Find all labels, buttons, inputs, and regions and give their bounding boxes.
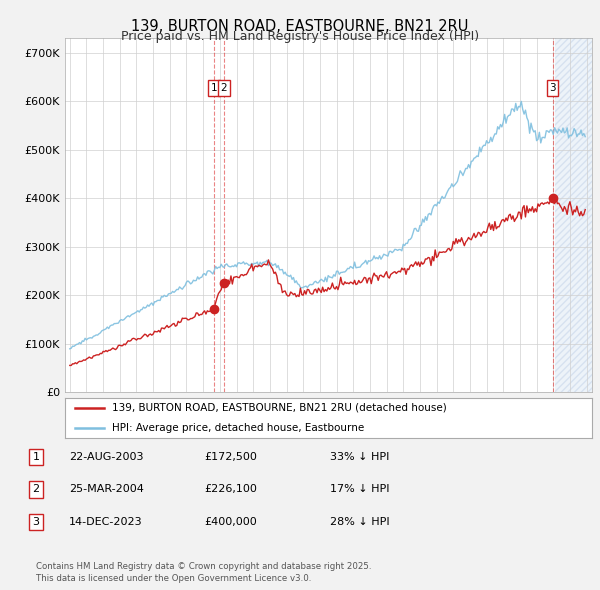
Text: 22-AUG-2003: 22-AUG-2003 bbox=[69, 452, 143, 462]
Text: 2: 2 bbox=[32, 484, 40, 494]
Text: 1: 1 bbox=[32, 452, 40, 462]
Bar bbox=[554, 38, 592, 392]
Text: 139, BURTON ROAD, EASTBOURNE, BN21 2RU: 139, BURTON ROAD, EASTBOURNE, BN21 2RU bbox=[131, 19, 469, 34]
Text: Contains HM Land Registry data © Crown copyright and database right 2025.
This d: Contains HM Land Registry data © Crown c… bbox=[36, 562, 371, 583]
Bar bbox=[554, 38, 592, 392]
Text: 17% ↓ HPI: 17% ↓ HPI bbox=[330, 484, 389, 494]
Text: 33% ↓ HPI: 33% ↓ HPI bbox=[330, 452, 389, 462]
Text: 28% ↓ HPI: 28% ↓ HPI bbox=[330, 517, 389, 527]
Text: £226,100: £226,100 bbox=[204, 484, 257, 494]
Text: Price paid vs. HM Land Registry's House Price Index (HPI): Price paid vs. HM Land Registry's House … bbox=[121, 30, 479, 43]
Text: 14-DEC-2023: 14-DEC-2023 bbox=[69, 517, 143, 527]
Text: HPI: Average price, detached house, Eastbourne: HPI: Average price, detached house, East… bbox=[112, 423, 364, 432]
Text: 1: 1 bbox=[211, 83, 217, 93]
Text: 25-MAR-2004: 25-MAR-2004 bbox=[69, 484, 144, 494]
Text: 2: 2 bbox=[220, 83, 227, 93]
Text: £172,500: £172,500 bbox=[204, 452, 257, 462]
Text: 3: 3 bbox=[549, 83, 556, 93]
Text: £400,000: £400,000 bbox=[204, 517, 257, 527]
Text: 3: 3 bbox=[32, 517, 40, 527]
Text: 139, BURTON ROAD, EASTBOURNE, BN21 2RU (detached house): 139, BURTON ROAD, EASTBOURNE, BN21 2RU (… bbox=[112, 403, 447, 412]
